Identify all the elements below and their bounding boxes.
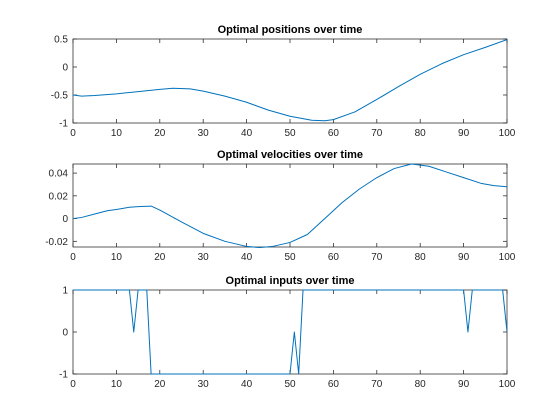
velocities-x-tick-label: 80 bbox=[415, 252, 427, 263]
positions-series-line bbox=[73, 39, 507, 122]
positions-x-tick-label: 70 bbox=[371, 128, 383, 139]
velocities-x-tick-label: 20 bbox=[154, 252, 166, 263]
inputs-x-tick-label: 40 bbox=[241, 379, 253, 390]
velocities-y-tick-label: 0.04 bbox=[49, 169, 69, 180]
positions-x-tick-label: 100 bbox=[499, 128, 516, 139]
inputs-x-tick-label: 70 bbox=[371, 379, 383, 390]
velocities-title: Optimal velocities over time bbox=[217, 149, 363, 161]
positions-x-tick-label: 20 bbox=[154, 128, 166, 139]
positions-y-tick-label: 0 bbox=[62, 63, 68, 74]
positions-x-tick-label: 60 bbox=[328, 128, 340, 139]
velocities-x-tick-label: 40 bbox=[241, 252, 253, 263]
positions-subplot: Optimal positions over time 0 10 20 30 40 50 60… bbox=[51, 24, 516, 139]
inputs-x-tick-label: 30 bbox=[198, 379, 210, 390]
velocities-subplot: Optimal velocities over time 0 10 20 30 40 50 6… bbox=[45, 149, 516, 263]
velocities-y-tick-label: 0.02 bbox=[49, 191, 69, 202]
velocities-axes-box bbox=[72, 163, 508, 248]
inputs-axes-box bbox=[72, 289, 508, 375]
velocities-x-tick-label: 60 bbox=[328, 252, 340, 263]
velocities-x-tick-label: 50 bbox=[284, 252, 296, 263]
positions-title: Optimal positions over time bbox=[218, 24, 363, 36]
velocities-x-tick-label: 90 bbox=[458, 252, 470, 263]
velocities-y-tick-label: -0.02 bbox=[45, 237, 68, 248]
inputs-x-tick-label: 20 bbox=[154, 379, 166, 390]
positions-x-tick-label: 30 bbox=[198, 128, 210, 139]
velocities-x-tick-label: 0 bbox=[70, 252, 76, 263]
inputs-y-tick-label: 0 bbox=[62, 328, 68, 339]
inputs-x-tick-label: 50 bbox=[284, 379, 296, 390]
velocities-x-tick-label: 30 bbox=[198, 252, 210, 263]
positions-x-tick-label: 10 bbox=[111, 128, 123, 139]
positions-x-tick-label: 80 bbox=[415, 128, 427, 139]
positions-y-tick-label: 0.5 bbox=[54, 35, 68, 46]
inputs-title: Optimal inputs over time bbox=[226, 275, 355, 287]
inputs-x-tick-label: 0 bbox=[70, 379, 76, 390]
inputs-x-tick-label: 90 bbox=[458, 379, 470, 390]
inputs-series-line bbox=[73, 289, 507, 375]
velocities-x-tick-label: 10 bbox=[111, 252, 123, 263]
positions-x-tick-label: 90 bbox=[458, 128, 470, 139]
positions-x-tick-label: 40 bbox=[241, 128, 253, 139]
positions-axes-box bbox=[72, 38, 508, 124]
inputs-x-tick-label: 80 bbox=[415, 379, 427, 390]
velocities-x-tick-label: 100 bbox=[499, 252, 516, 263]
inputs-y-tick-label: -1 bbox=[59, 370, 68, 381]
inputs-x-tick-label: 10 bbox=[111, 379, 123, 390]
velocities-series-line bbox=[73, 163, 507, 248]
velocities-x-tick-label: 70 bbox=[371, 252, 383, 263]
positions-x-tick-label: 50 bbox=[284, 128, 296, 139]
inputs-x-tick-label: 100 bbox=[499, 379, 516, 390]
positions-y-tick-label: -0.5 bbox=[51, 91, 69, 102]
inputs-x-tick-label: 60 bbox=[328, 379, 340, 390]
positions-y-tick-label: -1 bbox=[59, 119, 68, 130]
velocities-y-tick-label: 0 bbox=[62, 214, 68, 225]
inputs-y-tick-label: 1 bbox=[62, 286, 68, 297]
positions-x-tick-label: 0 bbox=[70, 128, 76, 139]
